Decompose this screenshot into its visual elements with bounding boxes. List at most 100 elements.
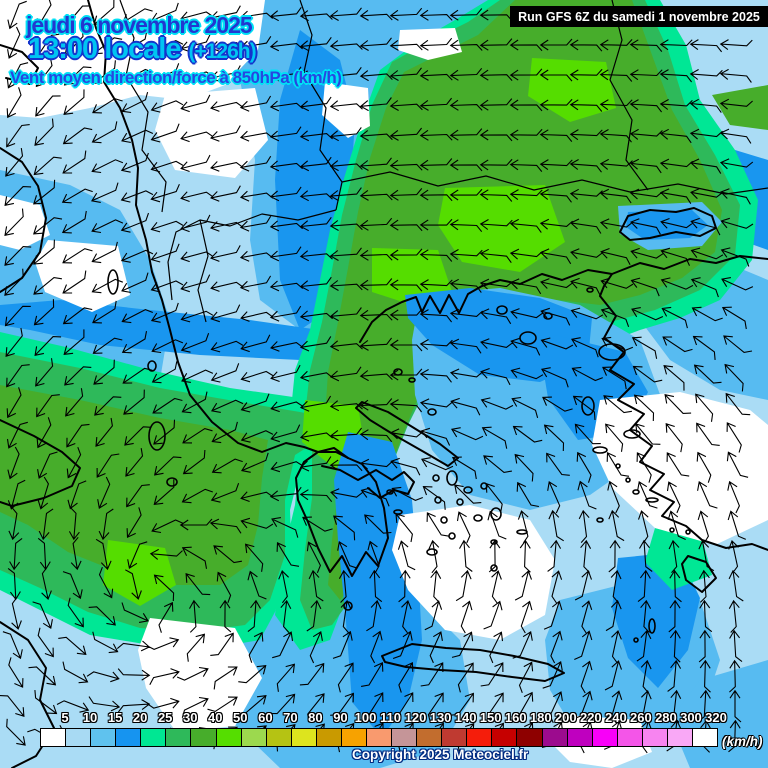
legend-color-box: [341, 729, 368, 746]
legend-color-box: [266, 729, 292, 746]
speed-area-bright: [528, 58, 616, 122]
legend-color-box: [66, 729, 92, 746]
island: [581, 396, 595, 416]
island: [632, 489, 640, 495]
wind-arrows: [0, 0, 754, 754]
coast-north-aegean: [359, 255, 768, 343]
legend-value: 70: [283, 710, 298, 725]
legend-value: 150: [479, 710, 502, 725]
legend-value: 25: [157, 710, 173, 725]
forecast-offset: (+126h): [188, 40, 256, 63]
legend-color-box: [542, 729, 568, 746]
island: [147, 360, 157, 372]
legend-value: 110: [380, 710, 402, 725]
island: [148, 421, 166, 451]
legend-color-box: [141, 729, 167, 746]
island: [408, 377, 416, 383]
speed-area-bright: [438, 185, 565, 272]
coast-italy-gargano: [0, 44, 39, 85]
island: [473, 514, 483, 522]
island: [669, 527, 675, 533]
legend-value: 220: [579, 710, 602, 725]
legend-units: (km/h): [722, 734, 763, 749]
forecast-date: jeudi 6 novembre 2025: [26, 12, 253, 38]
legend-value: 100: [354, 710, 377, 725]
legend-value: 320: [705, 710, 727, 725]
border: [197, 219, 209, 323]
legend-value: 80: [308, 710, 323, 725]
island: [685, 529, 691, 535]
legend-color-box: [216, 729, 242, 746]
speed-area-calm: [155, 88, 268, 178]
island: [648, 618, 656, 634]
coast-italy-toe: [0, 621, 55, 768]
border: [119, 0, 167, 213]
speed-area-dodger: [0, 300, 320, 360]
legend-value: 180: [529, 710, 552, 725]
legend-color-box: [442, 729, 468, 746]
speed-area-calm: [398, 28, 462, 60]
legend-value: 5: [61, 710, 69, 725]
speed-area-calm: [35, 240, 130, 312]
island: [386, 489, 394, 495]
island: [645, 497, 659, 503]
legend-value: 260: [630, 710, 652, 725]
island: [446, 470, 458, 486]
model-run-label: Run GFS 6Z du samedi 1 novembre 2025: [510, 6, 768, 27]
legend-value: 280: [655, 710, 677, 725]
legend-color-box: [291, 729, 317, 746]
legend-color-box: [191, 729, 217, 746]
speed-area-calm: [322, 82, 370, 138]
legend-color-box: [492, 729, 518, 746]
legend-color-box: [667, 729, 694, 746]
legend-color-box: [617, 729, 643, 746]
legend-value: 200: [554, 710, 577, 725]
legend-color-box: [316, 729, 342, 746]
island: [623, 429, 641, 439]
island: [432, 474, 440, 482]
legend-color-box: [517, 729, 543, 746]
legend-value: 30: [182, 710, 198, 725]
legend-value: 300: [680, 710, 702, 725]
island: [519, 331, 537, 345]
legend-labels: 5 10 15 20 25 30 40 50 60 70 80 90 100 110 120 130 140 15…: [40, 710, 726, 728]
speed-area-green: [0, 385, 268, 585]
coast-euboea: [355, 401, 459, 467]
legend-value: 15: [107, 710, 123, 725]
island: [596, 517, 604, 523]
legend-value: 90: [333, 710, 348, 725]
legend-color-box: [116, 729, 142, 746]
legend-color-box: [367, 729, 393, 746]
island: [496, 305, 508, 315]
border: [341, 171, 768, 195]
legend-color-box: [91, 729, 117, 746]
speed-area-calm: [0, 195, 50, 250]
speed-area-dodger: [334, 432, 422, 738]
legend-color-box: [693, 729, 718, 746]
speed-area-bright: [372, 248, 452, 305]
legend-value: 50: [233, 710, 248, 725]
speed-area-turquoise: [645, 528, 712, 590]
legend-value: 120: [404, 710, 427, 725]
border: [167, 209, 337, 301]
coast-peloponnese: [295, 451, 389, 577]
wind-speed-legend: 5 10 15 20 25 30 40 50 60 70 80 90 100 110 120 130 140 15…: [40, 710, 727, 750]
speed-area-dodger: [626, 210, 708, 240]
legend-color-box: [567, 729, 593, 746]
island: [107, 269, 119, 295]
island: [633, 637, 639, 643]
legend-value: 60: [258, 710, 273, 725]
country-borders: [119, 0, 768, 323]
speed-area-bright: [103, 540, 176, 606]
legend-value: 40: [208, 710, 223, 725]
island: [166, 477, 178, 487]
island: [490, 539, 498, 545]
border: [609, 0, 649, 191]
legend-color-box: [41, 729, 67, 746]
legend-color-scale: [40, 728, 718, 747]
coast-marmara: [619, 207, 717, 241]
island: [440, 516, 448, 524]
speed-area-green: [712, 85, 768, 130]
legend-value: 240: [604, 710, 627, 725]
